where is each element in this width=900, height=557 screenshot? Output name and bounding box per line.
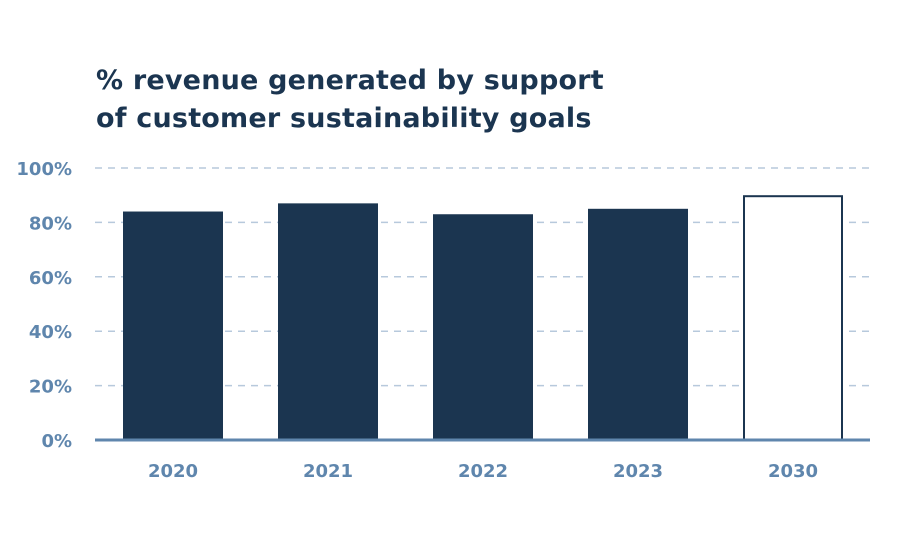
- bar-2022: [433, 214, 533, 440]
- x-category-label: 2023: [613, 461, 663, 482]
- bar-2030-target: [743, 195, 843, 441]
- x-axis-category-labels: 2020 2021 2022 2023 2030: [148, 461, 818, 482]
- y-tick-label: 20%: [29, 377, 72, 398]
- bar-2023: [588, 208, 688, 440]
- bars: [123, 195, 843, 441]
- x-category-label: 2030: [768, 461, 818, 482]
- y-tick-label: 80%: [29, 213, 72, 234]
- x-category-label: 2022: [458, 461, 508, 482]
- x-category-label: 2021: [303, 461, 353, 482]
- bar-2020: [123, 211, 223, 440]
- y-tick-label: 40%: [29, 322, 72, 343]
- chart-title: % revenue generated by support of custom…: [96, 62, 816, 138]
- y-tick-label: 100%: [16, 159, 72, 180]
- chart-title-line-2: of customer sustainability goals: [96, 103, 592, 134]
- y-axis-tick-labels: 0% 20% 40% 60% 80% 100%: [16, 159, 72, 452]
- x-category-label: 2020: [148, 461, 198, 482]
- y-tick-label: 0%: [41, 431, 72, 452]
- y-tick-label: 60%: [29, 268, 72, 289]
- chart-title-line-1: % revenue generated by support: [96, 65, 604, 96]
- bar-2021: [278, 203, 378, 440]
